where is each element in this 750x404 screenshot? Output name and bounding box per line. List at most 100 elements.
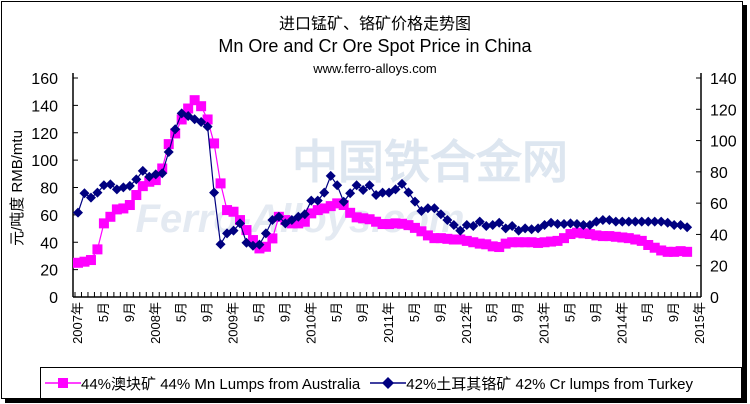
data-point-cr <box>526 224 537 235</box>
data-point-cr <box>137 165 148 176</box>
chart-frame <box>1 1 743 399</box>
data-point-mn <box>539 237 550 248</box>
data-point-mn <box>247 235 258 246</box>
data-point-mn <box>124 200 135 211</box>
data-point-cr <box>351 180 362 191</box>
data-point-cr <box>377 187 388 198</box>
data-point-mn <box>364 214 375 225</box>
data-point-cr <box>656 216 667 227</box>
data-point-cr <box>623 216 634 227</box>
data-point-cr <box>332 180 343 191</box>
data-point-cr <box>215 239 226 250</box>
data-point-mn <box>384 219 395 230</box>
data-point-mn <box>448 234 459 245</box>
x-tick-label: 9月 <box>277 302 292 322</box>
x-tick-label: 2010年 <box>303 302 318 344</box>
data-point-cr <box>636 216 647 227</box>
y-tick-label-right: 0 <box>710 290 719 307</box>
chart-source: www.ferro-alloys.com <box>313 61 437 76</box>
data-point-mn <box>312 205 323 216</box>
data-point-mn <box>481 239 492 250</box>
data-point-cr <box>468 220 479 231</box>
y-tick-label-right: 40 <box>710 227 728 244</box>
data-point-mn <box>267 233 278 244</box>
data-point-mn <box>377 219 388 230</box>
x-tick-label: 9月 <box>433 302 448 322</box>
legend: 44%澳块矿 44% Mn Lumps from Australia 42%土耳… <box>40 367 742 399</box>
data-point-mn <box>351 212 362 223</box>
data-point-mn <box>260 241 271 252</box>
data-point-mn <box>163 139 174 150</box>
legend-item-mn: 44%澳块矿 44% Mn Lumps from Australia <box>45 373 360 394</box>
x-tick-label: 2015年 <box>692 302 707 344</box>
data-point-mn <box>196 101 207 112</box>
data-point-cr <box>610 216 621 227</box>
data-point-cr <box>435 209 446 220</box>
x-tick-label: 2008年 <box>148 302 163 344</box>
data-point-mn <box>299 216 310 227</box>
y-tick-label-right: 140 <box>710 71 737 88</box>
data-point-cr <box>202 121 213 132</box>
data-point-mn <box>669 246 680 257</box>
y-tick-label-right: 80 <box>710 165 728 182</box>
x-tick-label: 2013年 <box>537 302 552 344</box>
data-point-cr <box>228 225 239 236</box>
data-point-cr <box>630 216 641 227</box>
data-point-mn <box>189 95 200 106</box>
data-point-mn <box>319 203 330 214</box>
x-tick-label: 2007年 <box>70 302 85 344</box>
data-point-mn <box>617 232 628 243</box>
data-point-cr <box>235 218 245 229</box>
data-point-mn <box>597 231 608 242</box>
x-tick-label: 5月 <box>174 302 189 322</box>
data-point-mn <box>222 205 233 216</box>
y-tick-label-left: 20 <box>40 263 58 280</box>
data-point-mn <box>345 207 356 218</box>
x-tick-label: 9月 <box>666 302 681 322</box>
legend-marker-square-icon <box>45 378 81 388</box>
data-point-cr <box>306 195 317 206</box>
data-point-mn <box>623 233 634 244</box>
data-point-cr <box>409 196 420 207</box>
data-point-mn <box>591 230 602 241</box>
legend-item-cr: 42%土耳其铬矿 42% Cr lumps from Turkey <box>370 373 693 394</box>
x-tick-label: 9月 <box>122 302 137 322</box>
data-point-mn <box>183 103 194 114</box>
data-point-mn <box>371 216 382 227</box>
y-tick-label-left: 160 <box>31 71 58 88</box>
data-point-cr <box>442 215 453 226</box>
data-point-cr <box>312 195 323 206</box>
data-point-mn <box>500 238 511 249</box>
data-point-cr <box>649 216 660 227</box>
legend-label-cr: 42%土耳其铬矿 42% Cr lumps from Turkey <box>406 375 694 393</box>
data-point-mn <box>584 229 595 240</box>
data-point-mn <box>422 230 433 241</box>
data-point-cr <box>422 203 433 214</box>
x-tick-label: 5月 <box>562 302 577 322</box>
data-point-cr <box>254 239 265 250</box>
x-tick-label: 2011年 <box>381 302 396 343</box>
x-tick-label: 5月 <box>407 302 422 322</box>
data-point-mn <box>137 181 148 192</box>
x-tick-label: 5月 <box>329 302 344 322</box>
data-point-mn <box>546 236 557 247</box>
data-point-cr <box>552 218 563 229</box>
data-point-cr <box>273 211 284 222</box>
data-point-mn <box>111 204 122 215</box>
data-point-mn <box>215 178 226 189</box>
data-point-mn <box>306 208 317 219</box>
data-point-cr <box>79 188 90 199</box>
y-axis-title: 元/吨度 RMB/mtu <box>9 130 26 246</box>
x-tick-label: 5月 <box>251 302 266 322</box>
data-point-mn <box>507 237 518 248</box>
data-point-cr <box>345 188 356 199</box>
data-point-mn <box>578 228 589 239</box>
data-point-mn <box>662 246 673 257</box>
x-tick-label: 9月 <box>511 302 526 322</box>
x-tick-label: 5月 <box>96 302 111 322</box>
data-point-cr <box>520 223 531 234</box>
data-point-mn <box>390 218 401 229</box>
data-point-cr <box>669 220 680 231</box>
data-point-cr <box>338 196 349 207</box>
data-point-mn <box>358 213 369 224</box>
